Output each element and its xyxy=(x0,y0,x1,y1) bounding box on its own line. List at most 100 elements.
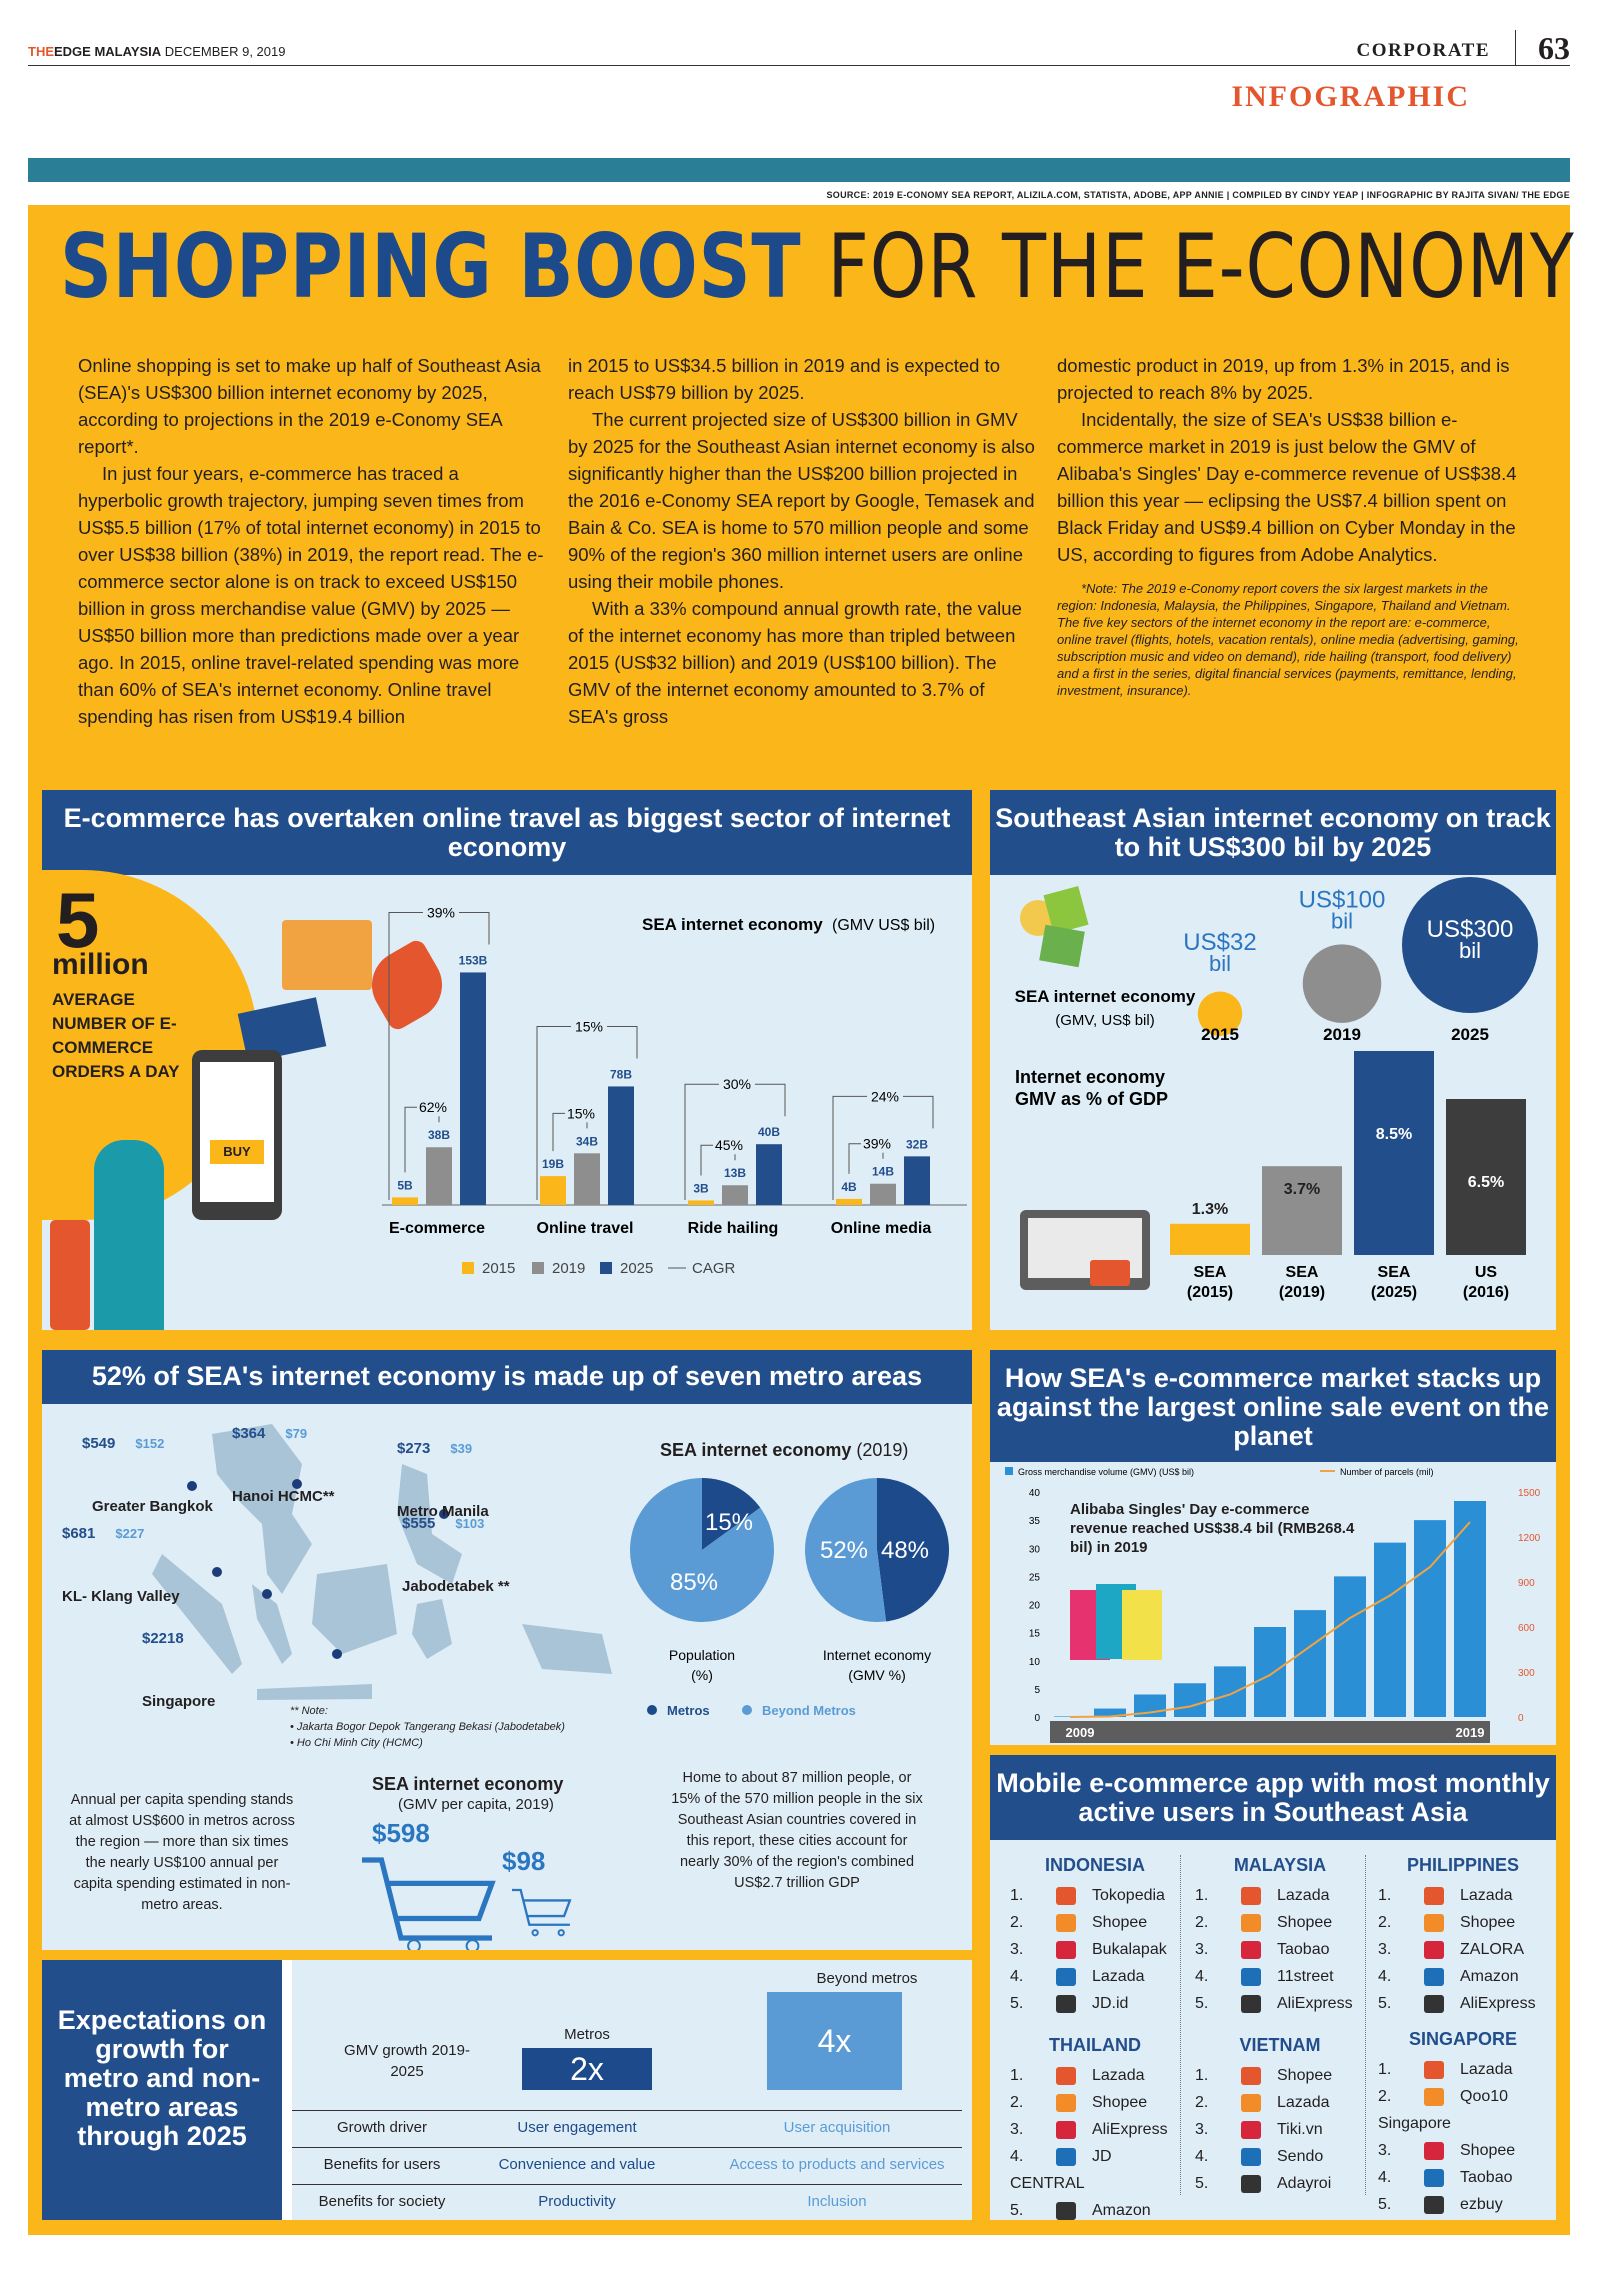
gmv-bar xyxy=(1414,1520,1446,1717)
app-icon xyxy=(1241,2174,1261,2193)
parcels-line xyxy=(1069,1521,1471,1718)
cagr-label: 24% xyxy=(871,1088,899,1104)
sulawesi-shape xyxy=(412,1599,452,1659)
bar-label: 38B xyxy=(428,1128,450,1142)
stat-unit: million xyxy=(52,948,149,981)
bar-2019 xyxy=(870,1183,896,1205)
stat-number: 5 xyxy=(56,876,100,964)
rank: 1. xyxy=(1010,2067,1024,2084)
row-label: Benefits for society xyxy=(318,2193,446,2210)
rank: 5. xyxy=(1010,1995,1024,2012)
panel-expectations: Expectations on growth for metro and non… xyxy=(42,1960,972,2220)
footnote: *Note: The 2019 e-Conomy report covers t… xyxy=(1057,581,1519,698)
gdp-category: US xyxy=(1475,1264,1498,1281)
gmv-bar xyxy=(1254,1627,1286,1717)
y-tick-left: 15 xyxy=(1029,1629,1041,1640)
app-icon xyxy=(1056,2201,1076,2220)
row-label: Benefits for users xyxy=(323,2156,441,2173)
app-icon xyxy=(1056,1967,1076,1986)
country-vietnam: VIETNAM 1. Shopee 2. Lazada 3. Tiki.vn 4. Sendo 5… xyxy=(1195,2035,1365,2197)
metro-value: $273 xyxy=(397,1440,431,1457)
city-name: KL- Klang Valley xyxy=(62,1588,180,1605)
y-tick-left: 0 xyxy=(1034,1713,1040,1724)
app-name: Adayroi xyxy=(1277,2175,1332,2192)
rank: 4. xyxy=(1010,1968,1024,1985)
bar-2015 xyxy=(540,1176,566,1205)
app-icon xyxy=(1241,1940,1261,1959)
metro-value: $2218 xyxy=(142,1630,184,1647)
pie-title: Population xyxy=(669,1647,735,1663)
x-label: 2019 xyxy=(1456,1725,1485,1740)
app-item: 2. Shopee xyxy=(1010,2089,1180,2116)
y-tick-right: 0 xyxy=(1518,1713,1524,1724)
app-item: 3. AliExpress xyxy=(1010,2116,1180,2143)
y-tick-left: 20 xyxy=(1029,1601,1041,1612)
bar-label: 40B xyxy=(758,1125,780,1139)
capita-nonmetro-value: $98 xyxy=(502,1846,545,1876)
app-icon xyxy=(1424,1967,1444,1986)
peninsula-shape xyxy=(252,1584,292,1664)
rank: 3. xyxy=(1010,1941,1024,1958)
rank: 4. xyxy=(1195,2148,1209,2165)
city-dot xyxy=(187,1481,197,1491)
column-divider xyxy=(1365,1855,1366,2195)
rank: 1. xyxy=(1378,1887,1392,1904)
gmv-bar xyxy=(1334,1576,1366,1717)
gdp-category: SEA xyxy=(1286,1264,1319,1281)
app-name: Shopee xyxy=(1460,1914,1516,1931)
cagr-label: 62% xyxy=(419,1099,447,1115)
rank: 2. xyxy=(1378,2088,1392,2105)
bubble xyxy=(1197,991,1243,1036)
nonmetro-value: $152 xyxy=(135,1436,165,1451)
nonmetro-value: $227 xyxy=(115,1526,145,1541)
app-item: 1. Lazada xyxy=(1195,1882,1365,1909)
sumatra-shape xyxy=(152,1554,242,1674)
bar-2025 xyxy=(460,972,486,1205)
app-item: 4. 11street xyxy=(1195,1963,1365,1990)
beyond-cell: Inclusion xyxy=(807,2193,867,2210)
app-name: Taobao xyxy=(1460,2169,1513,2186)
sea-map xyxy=(152,1424,612,1700)
app-icon xyxy=(1424,1886,1444,1905)
pie-label: 15% xyxy=(705,1509,753,1536)
laptop-icon xyxy=(1020,1210,1150,1290)
page-number: 63 xyxy=(1515,30,1570,66)
metro-cell: User engagement xyxy=(517,2119,637,2136)
legend-dot xyxy=(742,1705,752,1715)
app-name: AliExpress xyxy=(1460,1995,1536,2012)
cagr-bg xyxy=(417,1098,449,1117)
country-name: VIETNAM xyxy=(1239,2035,1321,2055)
cagr-label: 39% xyxy=(863,1136,891,1152)
suitcase-icon xyxy=(50,1220,90,1330)
map-city-label: $681 $227 KL- Klang Valley xyxy=(62,1525,180,1605)
y-tick-left: 30 xyxy=(1029,1544,1041,1555)
year-label: 2019 xyxy=(1323,1025,1361,1044)
cart-metro-icon-wheel xyxy=(465,1939,480,1950)
app-list: 1. Lazada 2. Shopee 3. ZALORA 4. Amazon 5. AliExp… xyxy=(1378,1882,1548,2017)
gdp-bar xyxy=(1262,1166,1342,1255)
beyond-cell: Access to products and services xyxy=(729,2156,945,2173)
gdp-title: Internet economy xyxy=(1015,1067,1165,1087)
app-item: 2. Shopee xyxy=(1195,1909,1365,1936)
cagr-label: 15% xyxy=(567,1105,595,1121)
rank: 5. xyxy=(1195,1995,1209,2012)
category-label: Online travel xyxy=(537,1220,634,1237)
app-name: Qoo10 Singapore xyxy=(1378,2088,1509,2132)
gdp-category: (2015) xyxy=(1187,1284,1233,1301)
app-name: Lazada xyxy=(1460,2061,1513,2078)
app-name: Lazada xyxy=(1277,2094,1330,2111)
legend-label: CAGR xyxy=(692,1260,736,1277)
bar-2015 xyxy=(688,1200,714,1205)
year-label: 2025 xyxy=(1451,1025,1489,1044)
app-name: Bukalapak xyxy=(1092,1941,1167,1958)
app-item: 5. Adayroi xyxy=(1195,2170,1365,2197)
app-item: 1. Lazada xyxy=(1378,2056,1548,2083)
rank: 2. xyxy=(1010,2094,1024,2111)
app-name: ezbuy xyxy=(1460,2196,1503,2213)
gdp-label: 1.3% xyxy=(1192,1201,1228,1218)
singles-day-chart: Gross merchandise volume (GMV) (US$ bil)… xyxy=(1005,1467,1541,1743)
pie-description: Home to about 87 million people, or 15% … xyxy=(671,1770,923,1891)
country-philippines: PHILIPPINES 1. Lazada 2. Shopee 3. ZALORA 4. Ama… xyxy=(1378,1855,1548,2017)
app-item: 3. Shopee xyxy=(1378,2137,1548,2164)
app-item: 1. Lazada xyxy=(1010,2062,1180,2089)
